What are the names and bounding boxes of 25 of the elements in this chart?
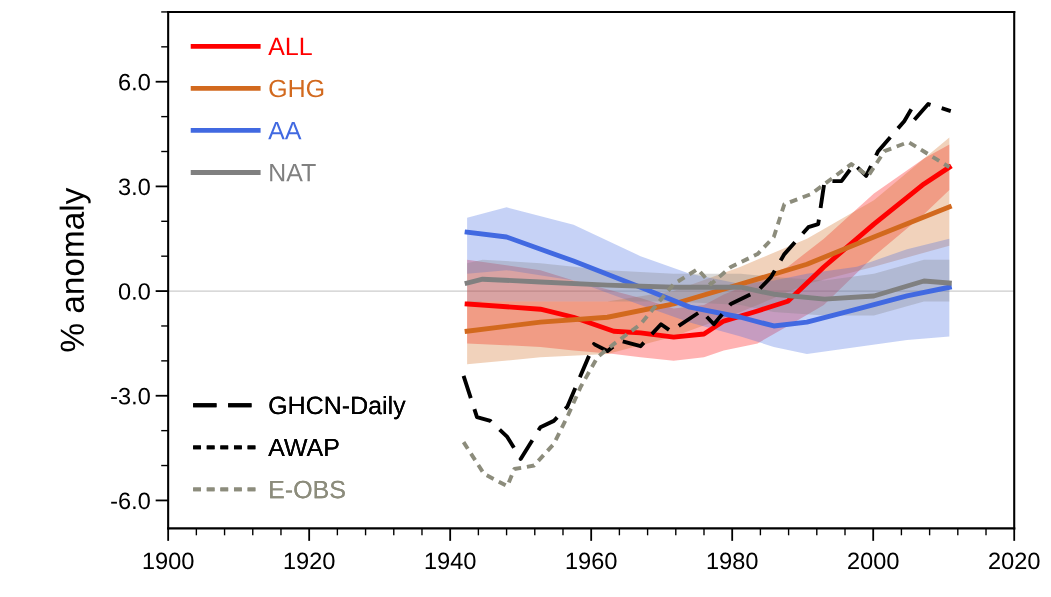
y-tick-label: 3.0 (118, 178, 150, 196)
y-axis-title: % anomaly (59, 187, 91, 352)
legend-label: AA (268, 121, 302, 140)
legend-label: GHCN-Daily (269, 395, 406, 420)
legend-label: GHG (269, 79, 324, 98)
line-series (464, 164, 952, 340)
x-tick-label: 1940 (425, 552, 476, 570)
line-series (464, 204, 952, 334)
legend-label: NAT (270, 164, 316, 182)
x-tick-label: 1960 (566, 552, 617, 570)
line-series (461, 102, 953, 461)
y-tick-label: -6.0 (111, 492, 150, 510)
x-tick-label: 2000 (848, 552, 899, 570)
legend-label: AWAP (268, 438, 339, 457)
y-tick-label: 6.0 (119, 73, 150, 91)
x-tick-label: 1980 (707, 552, 758, 570)
line-series (461, 140, 952, 489)
y-tick-label: 0.0 (118, 283, 150, 300)
x-tick-label: 1920 (284, 552, 335, 570)
x-tick-label: 1900 (143, 552, 194, 570)
y-tick-label: -3.0 (111, 387, 150, 405)
legend-label: ALL (268, 37, 312, 56)
line-series (464, 229, 952, 329)
legend-label: E-OBS (270, 480, 345, 499)
x-tick-label: 2020 (989, 552, 1040, 570)
